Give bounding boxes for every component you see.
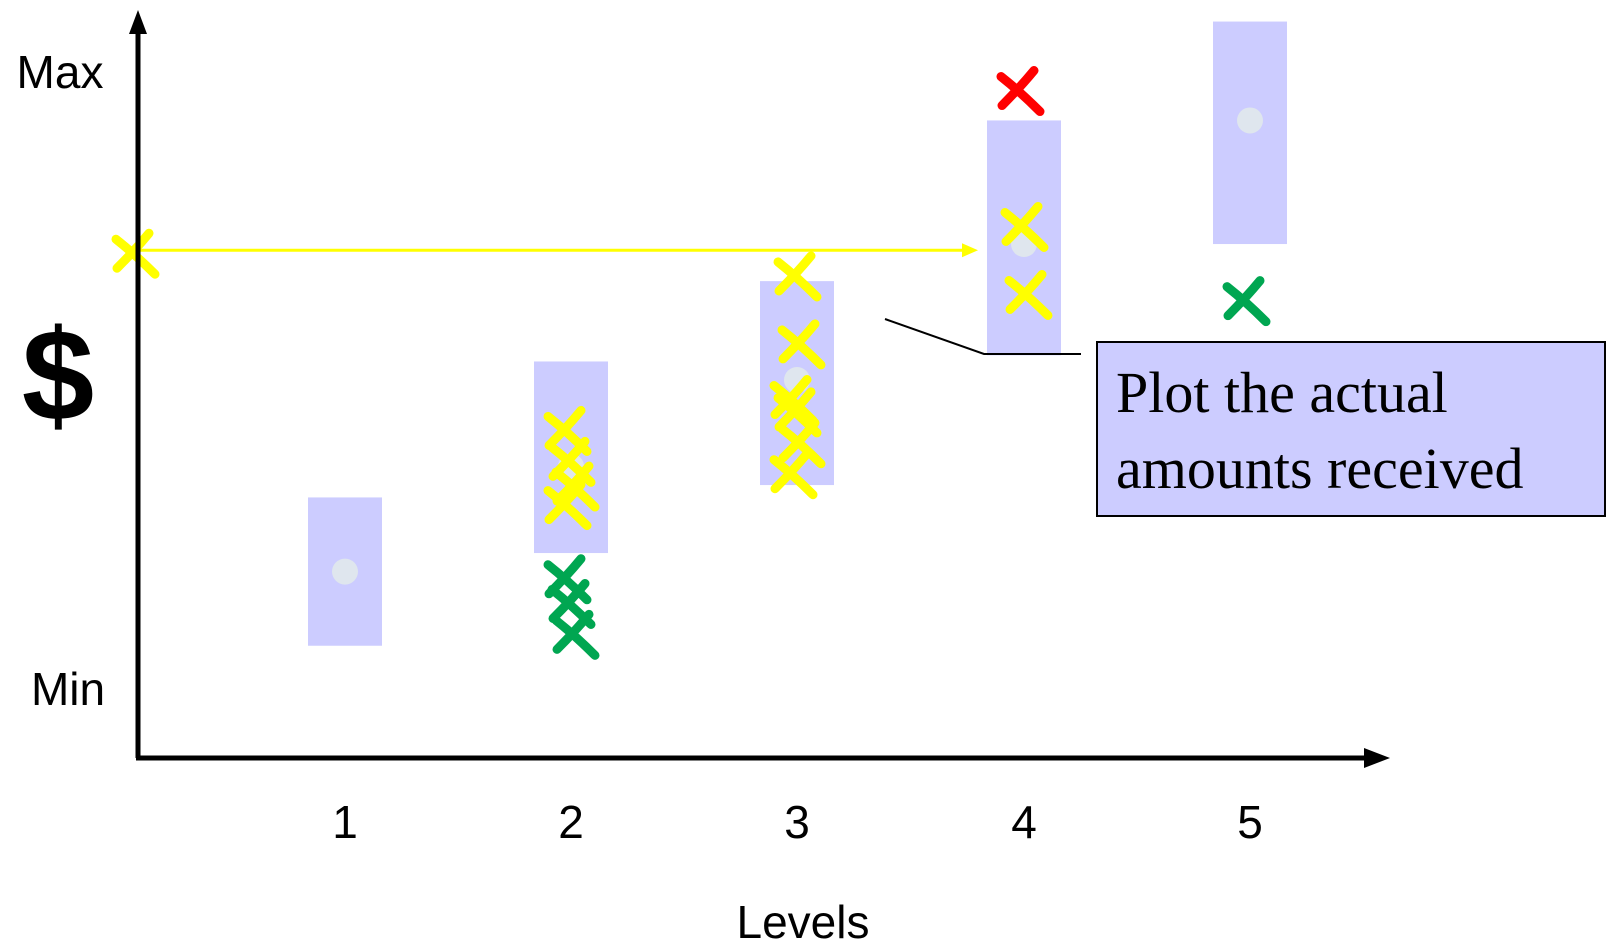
- x-tick-label-5: 5: [1237, 796, 1263, 848]
- data-point-s0-11: [1004, 269, 1053, 320]
- y-axis-arrowhead: [129, 10, 147, 34]
- x-tick-label-1: 1: [332, 796, 358, 848]
- callout-leader-line: [884, 318, 1081, 355]
- x-axis-title: Levels: [737, 896, 870, 943]
- x-tick-label-3: 3: [784, 796, 810, 848]
- band-midpoint-level-1: [332, 558, 358, 585]
- data-point-s0-9: [769, 449, 818, 500]
- band-midpoint-level-5: [1237, 107, 1263, 134]
- reference-arrow: [111, 228, 978, 279]
- data-point-s0-6: [769, 375, 818, 426]
- callout-box: [1096, 341, 1606, 517]
- data-points: [543, 66, 1271, 660]
- x-tick-label-4: 4: [1011, 796, 1037, 848]
- data-point-s1-2: [551, 609, 600, 660]
- callout-text-line-2: amounts received: [1116, 436, 1523, 501]
- callout-text-line-1: Plot the actual: [1116, 360, 1448, 425]
- callout: Plot the actual amounts received: [884, 318, 1606, 517]
- y-min-label: Min: [31, 663, 105, 715]
- data-point-s2-0: [996, 66, 1045, 117]
- reference-marker: [111, 228, 160, 279]
- data-point-s0-4: [773, 251, 822, 302]
- data-point-s0-10: [1000, 202, 1049, 252]
- reference-arrow-head: [962, 243, 978, 258]
- y-max-label: Max: [17, 46, 104, 98]
- axes: [129, 10, 1390, 768]
- x-axis-arrowhead: [1364, 748, 1390, 768]
- y-axis-title: $: [22, 302, 94, 448]
- x-tick-label-2: 2: [558, 796, 584, 848]
- data-point-s0-5: [777, 319, 826, 370]
- range-bands: [308, 21, 1287, 646]
- tick-labels: 1 2 3 4 5 Levels Max Min $: [17, 46, 1263, 943]
- data-point-s1-3: [1222, 276, 1271, 327]
- data-point-s0-3: [543, 480, 592, 531]
